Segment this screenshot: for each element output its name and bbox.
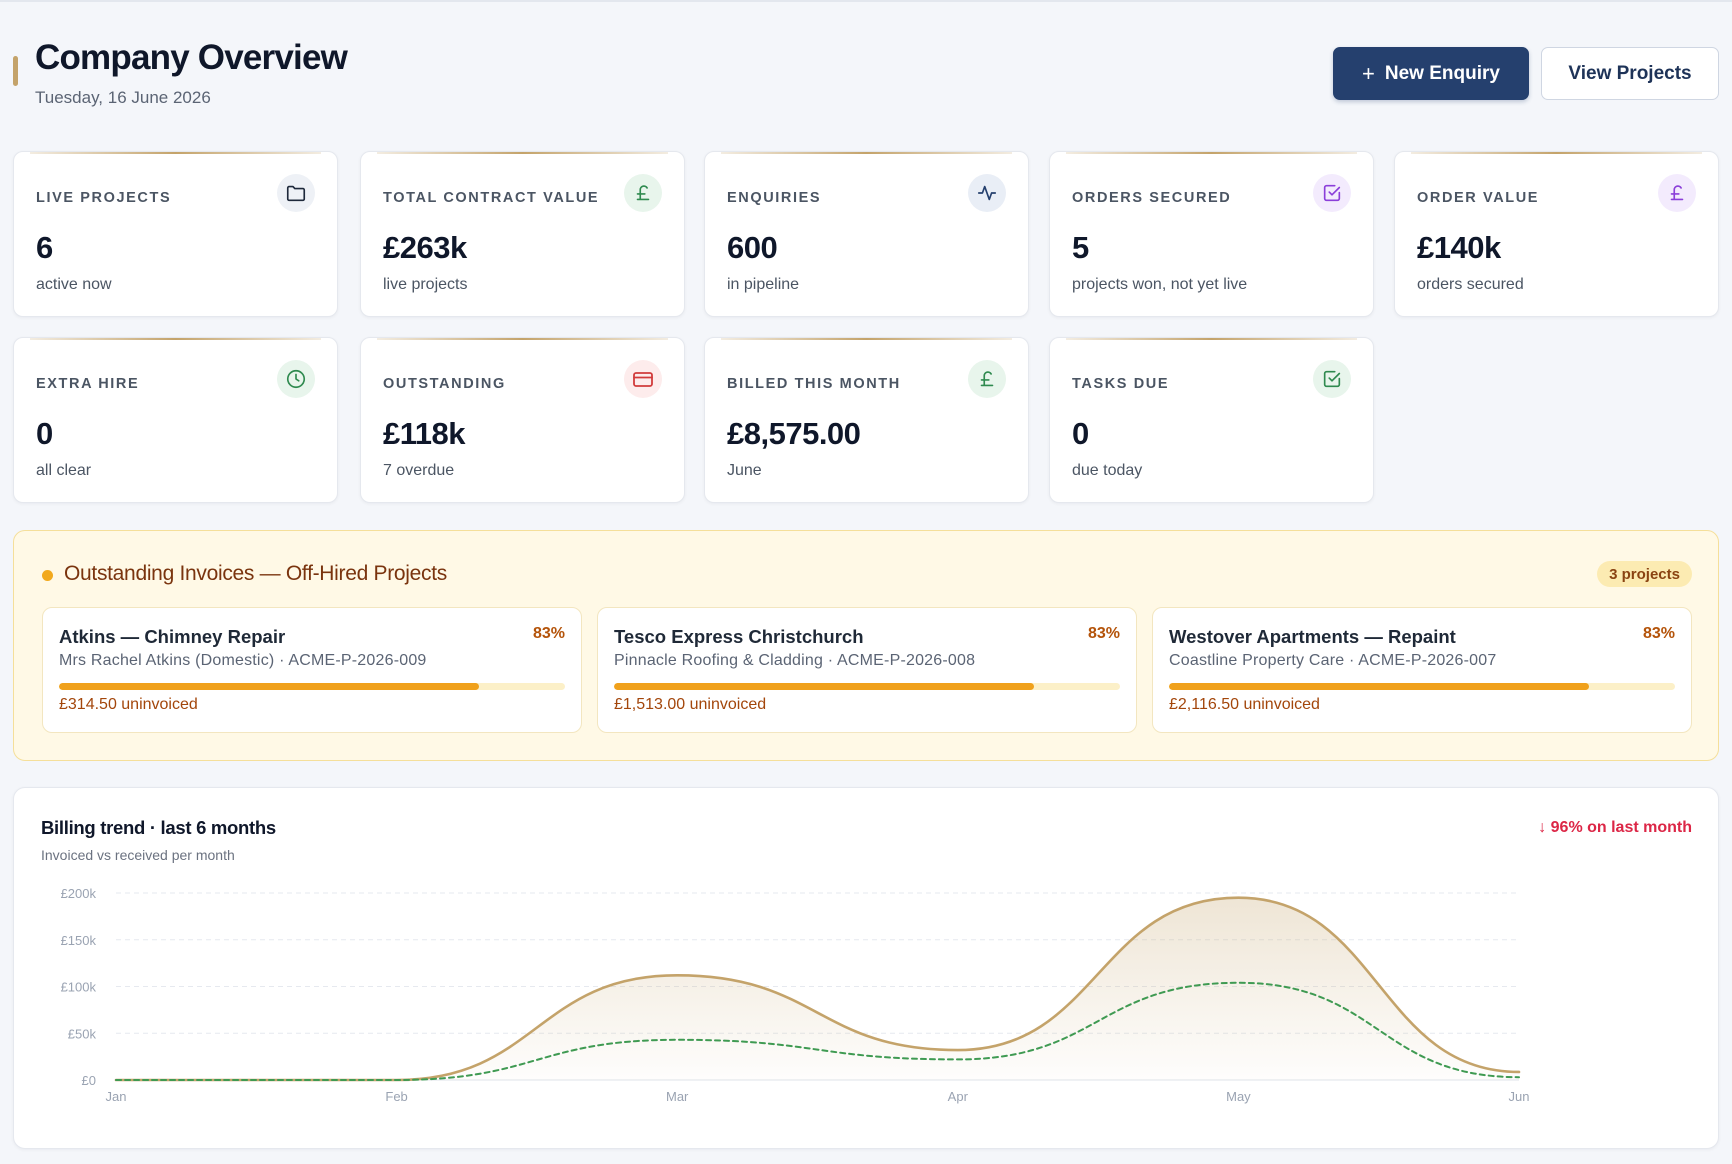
kpi-card-enquiries[interactable]: ENQUIRIES 600 in pipeline [704, 151, 1029, 317]
kpi-label: ORDERS SECURED [1072, 190, 1232, 206]
kpi-label: ORDER VALUE [1417, 190, 1540, 206]
folder-icon [277, 174, 315, 212]
billing-trend-card: £0 £50k £100k £150k £200k Jan Feb Mar Apr May Jun … [13, 787, 1719, 1149]
kpi-value: £118k [383, 416, 466, 451]
kpi-card-extra-hire[interactable]: EXTRA HIRE 0 all clear [13, 337, 338, 503]
check-square-icon [1313, 360, 1351, 398]
plus-icon: + [1362, 60, 1375, 86]
y-tick-label: £0 [82, 1073, 96, 1088]
x-tick-label: Jan [106, 1089, 127, 1104]
invoice-uninvoiced-amount: £2,116.50 uninvoiced [1169, 696, 1320, 713]
x-tick-label: May [1226, 1089, 1251, 1104]
invoice-client: Mrs Rachel Atkins (Domestic) · ACME-P-20… [59, 652, 427, 669]
kpi-sub: June [727, 462, 762, 479]
kpi-label: TOTAL CONTRACT VALUE [383, 190, 600, 206]
kpi-sub: projects won, not yet live [1072, 276, 1248, 293]
kpi-card-billed-this-month[interactable]: BILLED THIS MONTH £8,575.00 June [704, 337, 1029, 503]
new-enquiry-button[interactable]: + New Enquiry [1333, 47, 1529, 100]
kpi-label: LIVE PROJECTS [36, 190, 172, 206]
invoice-card[interactable]: Westover Apartments — Repaint 83% Coastl… [1152, 607, 1692, 733]
y-tick-label: £200k [61, 886, 97, 901]
pound-icon [624, 174, 662, 212]
invoice-client: Pinnacle Roofing & Cladding · ACME-P-202… [614, 652, 976, 669]
kpi-label: BILLED THIS MONTH [727, 376, 901, 392]
kpi-card-outstanding[interactable]: OUTSTANDING £118k 7 overdue [360, 337, 685, 503]
kpi-card-total-contract-value[interactable]: TOTAL CONTRACT VALUE £263k live projects [360, 151, 685, 317]
page-date: Tuesday, 16 June 2026 [35, 88, 211, 107]
chart-subtitle: Invoiced vs received per month [41, 847, 235, 863]
kpi-card-tasks-due[interactable]: TASKS DUE 0 due today [1049, 337, 1374, 503]
kpi-value: 5 [1072, 230, 1089, 265]
outstanding-invoices-panel: Outstanding Invoices — Off-Hired Project… [13, 530, 1719, 761]
page-title: Company Overview [35, 38, 348, 77]
invoice-progress-track [614, 683, 1120, 690]
kpi-sub: all clear [36, 462, 92, 479]
new-enquiry-label: New Enquiry [1384, 62, 1500, 84]
invoice-project-name: Westover Apartments — Repaint [1169, 626, 1456, 647]
kpi-label: ENQUIRIES [727, 190, 822, 206]
kpi-sub: 7 overdue [383, 462, 455, 479]
invoice-progress-fill [1169, 683, 1589, 690]
kpi-value: 600 [727, 230, 778, 265]
invoice-percent: 83% [1087, 625, 1120, 642]
x-tick-label: Jun [1509, 1089, 1530, 1104]
kpi-sub: due today [1072, 462, 1143, 479]
kpi-sub: live projects [383, 276, 468, 293]
top-border [0, 0, 1732, 2]
outstanding-invoices-title: Outstanding Invoices — Off-Hired Project… [64, 562, 447, 585]
kpi-label: EXTRA HIRE [36, 376, 140, 392]
kpi-label: TASKS DUE [1072, 376, 1170, 392]
chart-title: Billing trend · last 6 months [41, 817, 276, 838]
kpi-value: 0 [36, 416, 53, 451]
check-square-icon [1313, 174, 1351, 212]
kpi-card-order-value[interactable]: ORDER VALUE £140k orders secured [1394, 151, 1719, 317]
invoice-uninvoiced-amount: £1,513.00 uninvoiced [614, 696, 767, 713]
series-line-received [115, 981, 1520, 1081]
invoice-progress-fill [614, 683, 1034, 690]
x-tick-label: Apr [948, 1089, 969, 1104]
kpi-label: OUTSTANDING [383, 376, 506, 392]
pound-icon [1658, 174, 1696, 212]
warning-dot-icon [42, 570, 53, 581]
project-count-badge: 3 projects [1597, 561, 1692, 587]
invoice-card[interactable]: Atkins — Chimney Repair 83% Mrs Rachel A… [42, 607, 582, 733]
series-area [116, 897, 1519, 1080]
chart-delta-indicator: ↓ 96% on last month [1538, 819, 1692, 836]
x-tick-label: Feb [385, 1089, 407, 1104]
invoice-progress-fill [59, 683, 479, 690]
kpi-sub: orders secured [1417, 276, 1524, 293]
invoice-percent: 83% [532, 625, 565, 642]
pound-icon [968, 360, 1006, 398]
kpi-value: £8,575.00 [727, 416, 861, 451]
kpi-card-live-projects[interactable]: LIVE PROJECTS 6 active now [13, 151, 338, 317]
kpi-value: £140k [1417, 230, 1501, 265]
kpi-value: 6 [36, 230, 53, 265]
page-header: Company Overview Tuesday, 16 June 2026 +… [13, 38, 1719, 110]
clock-icon [277, 360, 315, 398]
invoice-progress-track [1169, 683, 1675, 690]
y-tick-label: £150k [61, 933, 97, 948]
invoice-project-name: Atkins — Chimney Repair [59, 626, 286, 647]
kpi-card-orders-secured[interactable]: ORDERS SECURED 5 projects won, not yet l… [1049, 151, 1374, 317]
y-tick-label: £50k [68, 1026, 97, 1041]
invoice-uninvoiced-amount: £314.50 uninvoiced [59, 696, 198, 713]
invoice-client: Coastline Property Care · ACME-P-2026-00… [1169, 652, 1497, 669]
invoice-card[interactable]: Tesco Express Christchurch 83% Pinnacle … [597, 607, 1137, 733]
card-icon [624, 360, 662, 398]
kpi-sub: in pipeline [727, 276, 800, 293]
view-projects-button[interactable]: View Projects [1541, 47, 1719, 100]
kpi-value: 0 [1072, 416, 1089, 451]
activity-icon [968, 174, 1006, 212]
kpi-value: £263k [383, 230, 467, 265]
invoice-progress-track [59, 683, 565, 690]
y-tick-label: £100k [61, 980, 97, 995]
title-accent-bar [13, 56, 18, 86]
billing-trend-chart: £0 £50k £100k £150k £200k Jan Feb Mar Apr May Jun [61, 886, 1530, 1104]
kpi-sub: active now [36, 276, 112, 293]
x-tick-label: Mar [666, 1089, 689, 1104]
invoice-percent: 83% [1642, 625, 1675, 642]
invoice-project-name: Tesco Express Christchurch [614, 626, 864, 647]
